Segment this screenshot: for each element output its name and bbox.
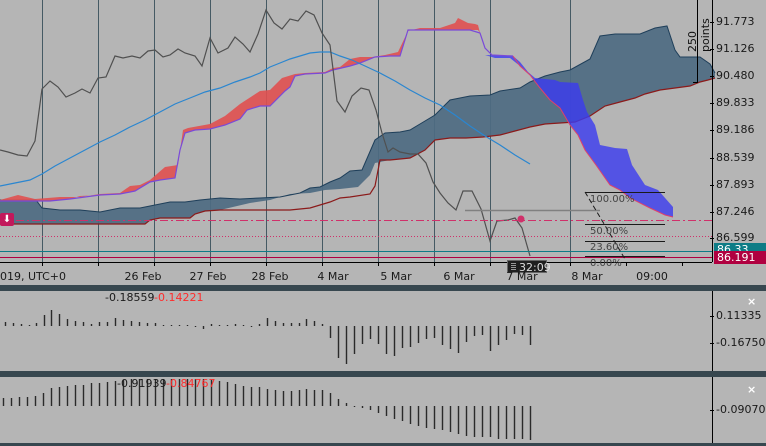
- indicator-1-value-a: -0.18559: [105, 291, 155, 304]
- indicator-pane-1[interactable]: [0, 291, 766, 371]
- fib-level-label: 100.00%: [590, 194, 635, 205]
- price-tick: [710, 130, 714, 131]
- candle-countdown: 32:09: [507, 260, 551, 274]
- ruler-label: 250 points: [686, 18, 712, 52]
- time-label: 4 Mar: [317, 270, 349, 283]
- level-handle-dot: [517, 215, 525, 223]
- price-label: 91.773: [716, 15, 755, 28]
- indicator-2-value-b: -0.84767: [166, 377, 216, 390]
- price-tick: [710, 185, 714, 186]
- price-label: 89.833: [716, 96, 755, 109]
- indicator-2-axis-border: [712, 377, 713, 446]
- indicator-tick: [710, 316, 714, 317]
- fib-level-label: 50.00%: [590, 226, 629, 237]
- kijun-line: [512, 55, 674, 218]
- time-label: 8 Mar: [571, 270, 603, 283]
- bid-price-tag: 86.191: [714, 251, 766, 264]
- price-tick: [710, 76, 714, 77]
- price-label: 91.126: [716, 42, 755, 55]
- senkou-span-b-line: [0, 77, 716, 225]
- price-line: [0, 8, 531, 257]
- indicator-axis-label: -0.09070: [716, 403, 766, 416]
- arrow-down-icon: ⬇: [2, 214, 12, 225]
- fib-level-label: 0.00%: [590, 258, 622, 269]
- indicator-1-axis-border: [712, 291, 713, 371]
- time-label: 5 Mar: [380, 270, 412, 283]
- price-label: 86.599: [716, 231, 755, 244]
- fib-level-label: 23.60%: [590, 242, 629, 253]
- pane-separator-1[interactable]: [0, 285, 766, 291]
- timezone-label: 019, UTC+0: [0, 270, 67, 283]
- alert-arrow-button[interactable]: ⬇: [0, 213, 14, 226]
- bottom-border: [0, 443, 766, 446]
- price-tick: [710, 238, 714, 239]
- fibonacci-retracement: [584, 191, 665, 260]
- indicator-tick: [710, 410, 714, 411]
- price-label: 87.893: [716, 178, 755, 191]
- price-tick: [710, 22, 714, 23]
- price-label: 88.539: [716, 151, 755, 164]
- indicator-2-close-button[interactable]: ×: [747, 383, 757, 396]
- time-label: 6 Mar: [443, 270, 475, 283]
- indicator-tick: [710, 343, 714, 344]
- grip-icon: [511, 263, 516, 271]
- time-label: 28 Feb: [251, 270, 289, 283]
- price-label: 87.246: [716, 205, 755, 218]
- tenkan-line: [0, 29, 514, 202]
- countdown-value: 32:09: [519, 261, 551, 274]
- time-label: 09:00: [636, 270, 668, 283]
- time-label: 26 Feb: [124, 270, 162, 283]
- price-label: 89.186: [716, 123, 755, 136]
- indicator-1-value-b: -0.14221: [154, 291, 204, 304]
- main-chart-canvas[interactable]: [0, 0, 766, 285]
- indicator-1-close-button[interactable]: ×: [747, 295, 757, 308]
- price-tick: [710, 212, 714, 213]
- vertical-grid: [42, 0, 571, 262]
- indicator-axis-label: 0.11335: [716, 309, 762, 322]
- time-label: 7 Mar: [506, 270, 538, 283]
- senkou-span-a-line: [0, 25, 716, 213]
- indicator-2-value-a: -0.91939: [117, 377, 167, 390]
- price-tick: [710, 49, 714, 50]
- price-label: 90.480: [716, 69, 755, 82]
- price-tick: [710, 158, 714, 159]
- ichimoku-cloud-bull: [0, 18, 480, 201]
- pane-separator-2[interactable]: [0, 371, 766, 377]
- indicator-pane-2[interactable]: [0, 377, 766, 443]
- time-label: 27 Feb: [189, 270, 227, 283]
- ichimoku-cloud-dark: [0, 26, 715, 224]
- moving-average-line: [0, 51, 531, 187]
- price-tick: [710, 103, 714, 104]
- indicator-axis-label: -0.16750: [716, 336, 766, 349]
